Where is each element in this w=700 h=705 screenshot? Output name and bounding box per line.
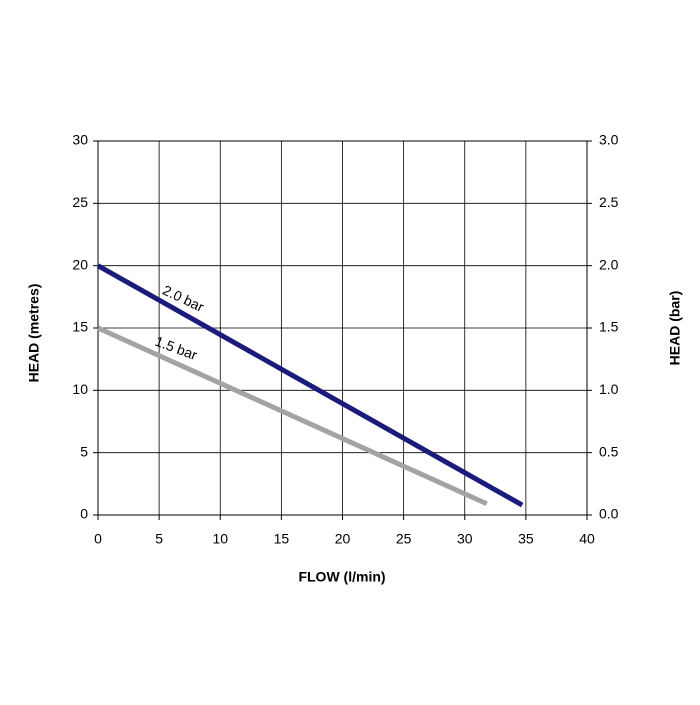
y2-axis-label: HEAD (bar) bbox=[667, 291, 683, 366]
y-tick-label: 5 bbox=[80, 443, 88, 459]
y-tick-label: 30 bbox=[72, 132, 88, 148]
x-tick-label: 30 bbox=[457, 531, 473, 547]
series-line bbox=[96, 325, 488, 507]
y2-tick-label: 1.0 bbox=[599, 381, 619, 397]
x-tick-label: 35 bbox=[518, 531, 534, 547]
y2-tick-label: 3.0 bbox=[599, 132, 619, 148]
y2-tick-label: 0.5 bbox=[599, 443, 619, 459]
y-tick-label: 15 bbox=[72, 319, 88, 335]
x-tick-label: 15 bbox=[274, 531, 290, 547]
x-tick-label: 40 bbox=[579, 531, 595, 547]
y-tick-label: 0 bbox=[80, 506, 88, 522]
y2-tick-label: 2.0 bbox=[599, 256, 619, 272]
y2-tick-label: 2.5 bbox=[599, 194, 619, 210]
y-tick-label: 25 bbox=[72, 194, 88, 210]
y-tick-label: 20 bbox=[72, 256, 88, 272]
series-label: 2.0 bar bbox=[160, 282, 207, 315]
y-tick-label: 10 bbox=[72, 381, 88, 397]
y-axis-label: HEAD (metres) bbox=[26, 284, 42, 383]
y2-tick-label: 1.5 bbox=[599, 319, 619, 335]
x-tick-label: 10 bbox=[212, 531, 228, 547]
x-tick-label: 0 bbox=[94, 531, 102, 547]
x-tick-label: 25 bbox=[396, 531, 412, 547]
series-line bbox=[96, 263, 524, 508]
x-tick-label: 20 bbox=[335, 531, 351, 547]
x-tick-label: 5 bbox=[155, 531, 163, 547]
x-axis-label: FLOW (l/min) bbox=[298, 569, 385, 585]
y2-tick-label: 0.0 bbox=[599, 506, 619, 522]
